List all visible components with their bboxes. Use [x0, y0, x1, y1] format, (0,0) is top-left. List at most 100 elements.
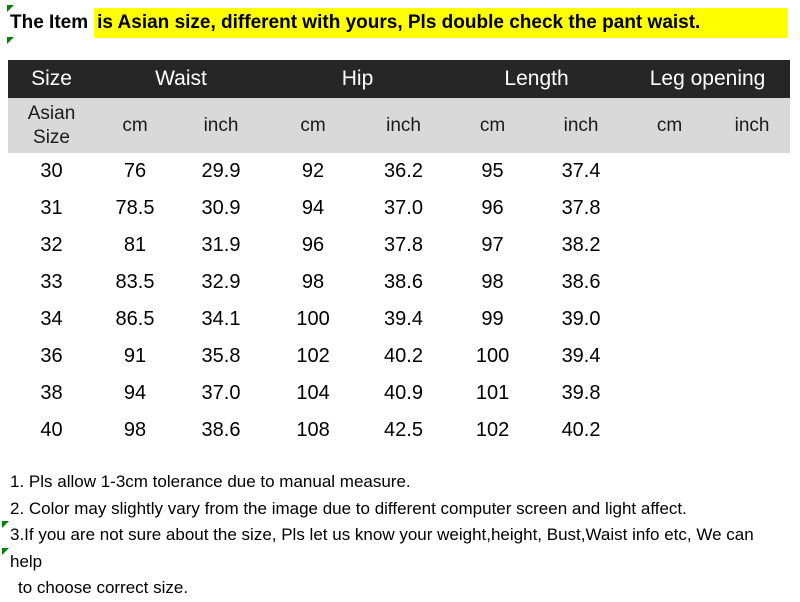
table-cell: 31: [40, 197, 63, 219]
table-cell: 34.1: [201, 308, 241, 330]
table-cell: [714, 153, 790, 190]
table-row: 33 83.5 32.9 98 38.6 98 38.6: [8, 264, 790, 301]
table-cell: [625, 190, 714, 227]
table-cell: 101: [475, 382, 510, 404]
table-cell: 102: [475, 419, 510, 441]
table-cell: 38.6: [201, 419, 241, 441]
table-cell: 40: [40, 419, 63, 441]
table-cell: 40.2: [384, 345, 423, 367]
table-row: 36 91 35.8 102 40.2 100 39.4: [8, 338, 790, 375]
table-cell: 96: [301, 234, 325, 256]
table-cell: 94: [301, 197, 325, 219]
cell-flag-triangle-icon: [7, 37, 14, 44]
table-row: 40 98 38.6 108 42.5 102 40.2: [8, 412, 790, 449]
table-cell: [625, 153, 714, 190]
table-cell: 100: [296, 308, 330, 330]
table-row: 30 76 29.9 92 36.2 95 37.4: [8, 153, 790, 190]
table-cell: [714, 375, 790, 412]
table-cell: [625, 375, 714, 412]
table-cell: 39.4: [561, 345, 601, 367]
subheader-asian-size: Asian Size: [8, 98, 95, 153]
table-cell: 38: [40, 382, 63, 404]
subheader-leg-inch: inch: [714, 98, 791, 153]
table-cell: 81: [123, 234, 147, 256]
table-cell: 78.5: [115, 197, 155, 219]
table-cell: 32.9: [201, 271, 241, 293]
table-cell: 83.5: [115, 271, 155, 293]
table-row: 38 94 37.0 104 40.9 101 39.8: [8, 375, 790, 412]
table-cell: [625, 301, 714, 338]
table-cell: 34: [40, 308, 63, 330]
table-cell: 97: [481, 234, 504, 256]
table-cell: [625, 338, 714, 375]
size-chart-table: Size Waist Hip Length Leg opening Asian …: [8, 60, 791, 449]
column-header-size: Size: [8, 60, 95, 98]
table-row: 32 81 31.9 96 37.8 97 38.2: [8, 227, 790, 264]
footer-notes: 1. Pls allow 1-3cm tolerance due to manu…: [10, 469, 790, 602]
column-header-leg-opening: Leg opening: [625, 60, 791, 98]
table-cell: 95: [481, 160, 504, 182]
note-line: 3.If you are not sure about the size, Pl…: [10, 525, 754, 571]
table-cell: 29.9: [201, 160, 241, 182]
table-cell: [714, 301, 790, 338]
subheader-hip-inch: inch: [359, 98, 449, 153]
table-cell: 40.2: [561, 419, 601, 441]
notice-prefix: The Item: [10, 12, 89, 33]
table-subheader-row: Asian Size cm inch cm inch cm inch cm in…: [8, 98, 791, 153]
table-cell: 38.6: [561, 271, 601, 293]
cell-flag-triangle-icon: [7, 5, 14, 12]
table-cell: 92: [301, 160, 325, 182]
table-cell: 104: [296, 382, 330, 404]
table-cell: [625, 264, 714, 301]
note-line: to choose correct size.: [18, 578, 189, 597]
table-cell: 35.8: [201, 345, 241, 367]
table-cell: 99: [481, 308, 504, 330]
table-cell: 31.9: [201, 234, 241, 256]
table-cell: 38.6: [384, 271, 423, 293]
notice-banner: The Item is Asian size, different with y…: [10, 8, 788, 38]
notice-highlighted-text: is Asian size, different with yours, Pls…: [94, 8, 788, 38]
subheader-hip-cm: cm: [267, 98, 360, 153]
table-cell: 76: [123, 160, 147, 182]
table-cell: [714, 412, 790, 449]
subheader-waist-inch: inch: [175, 98, 268, 153]
table-cell: 39.4: [384, 308, 423, 330]
table-cell: [714, 227, 790, 264]
table-cell: 96: [481, 197, 504, 219]
table-cell: 30.9: [201, 197, 241, 219]
table-cell: 108: [296, 419, 330, 441]
table-cell: 102: [296, 345, 330, 367]
subheader-leg-cm: cm: [625, 98, 715, 153]
table-cell: 98: [481, 271, 504, 293]
table-row: 31 78.5 30.9 94 37.0 96 37.8: [8, 190, 790, 227]
table-cell: 37.8: [384, 234, 423, 256]
table-cell: 38.2: [561, 234, 601, 256]
table-cell: 98: [301, 271, 325, 293]
table-cell: [625, 412, 714, 449]
table-cell: 100: [475, 345, 510, 367]
note-line: 2. Color may slightly vary from the imag…: [10, 498, 687, 518]
table-cell: 39.8: [561, 382, 601, 404]
table-cell: 39.0: [561, 308, 601, 330]
column-header-hip: Hip: [267, 60, 449, 98]
table-cell: 86.5: [115, 308, 155, 330]
cell-flag-triangle-icon: [2, 548, 9, 555]
note-line: 1. Pls allow 1-3cm tolerance due to manu…: [10, 472, 411, 491]
subheader-waist-cm: cm: [95, 98, 175, 153]
table-cell: 42.5: [384, 419, 423, 441]
table-row: 34 86.5 34.1 100 39.4 99 39.0: [8, 301, 790, 338]
table-cell: 33: [40, 271, 63, 293]
table-cell: [714, 264, 790, 301]
table-cell: 37.4: [561, 160, 601, 182]
table-cell: 32: [40, 234, 63, 256]
table-body: 30 76 29.9 92 36.2 95 37.4 31 78.5 30.9 94 37.0 96 37…: [8, 153, 790, 449]
subheader-length-inch: inch: [537, 98, 626, 153]
table-cell: 91: [123, 345, 147, 367]
table-cell: [625, 227, 714, 264]
table-cell: 40.9: [384, 382, 423, 404]
cell-flag-triangle-icon: [2, 521, 9, 528]
table-cell: 36: [40, 345, 63, 367]
table-cell: [714, 338, 790, 375]
table-cell: 98: [123, 419, 147, 441]
table-cell: 94: [123, 382, 147, 404]
